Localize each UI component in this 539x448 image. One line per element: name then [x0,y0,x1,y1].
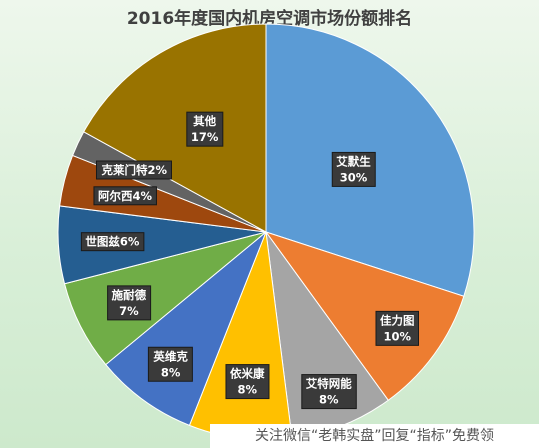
data-label-value: 10% [383,329,411,343]
data-label-category: 佳力图 [380,313,415,327]
data-label-category: 依米康 [230,367,265,381]
pie-slice [83,23,267,233]
chart-title: 2016年度国内机房空调市场份额排名 [126,9,413,29]
data-label-category: 艾默生 [336,154,371,168]
data-label-value: 7% [119,304,139,318]
data-label-category: 艾特网能 [306,377,352,391]
data-label-value: 8% [161,365,181,379]
data-label-value: 30% [340,170,368,184]
data-label: 佳力图 10% [375,310,420,346]
pie-slice [105,231,267,427]
data-label: 克莱门特2% [95,160,172,180]
data-label: 世图兹6% [80,232,145,252]
data-label-category: 世图兹6% [85,235,140,249]
data-label-value: 8% [237,383,257,397]
data-label: 其他 17% [186,111,224,147]
data-label-category: 其他 [193,114,216,128]
data-label: 英维克 8% [147,346,193,382]
data-label: 依米康 8% [225,364,270,400]
data-label: 艾特网能 8% [301,374,357,410]
data-label: 阿尔西4% [93,186,157,206]
data-label-category: 克莱门特2% [100,163,167,177]
data-label: 艾默生 30% [331,151,376,187]
data-label-category: 阿尔西4% [98,189,153,203]
data-label-category: 英维克 [152,349,188,363]
data-label-value: 17% [191,130,219,144]
watermark-banner: 关注微信“老韩实盘”回复“指标”免费领 [210,424,539,448]
pie-slice [264,231,465,401]
data-label: 施耐德 7% [107,285,152,321]
data-label-value: 8% [319,393,339,407]
data-label-category: 施耐德 [112,288,147,302]
